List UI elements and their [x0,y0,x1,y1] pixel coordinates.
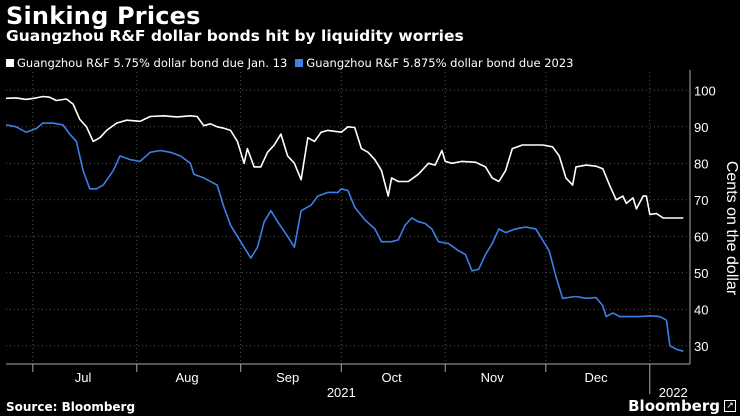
y-tick-label: 40 [694,302,708,317]
brand-logo-text: Bloomberg [628,397,720,415]
y-axis-label: Cents on the dollar [723,161,740,296]
legend-label-blue: Guangzhou R&F 5.875% dollar bond due 202… [306,56,574,70]
x-tick-label: Sep [276,370,299,385]
y-tick-label: 60 [694,229,708,244]
legend: Guangzhou R&F 5.75% dollar bond due Jan.… [6,56,574,70]
y-tick-label: 50 [694,266,708,281]
x-year-label: 2022 [659,385,688,400]
x-tick-label: Nov [481,370,505,385]
y-tick-label: 100 [694,83,716,98]
x-tick-label: Jul [75,370,92,385]
chart-subtitle: Guangzhou R&F dollar bonds hit by liquid… [6,27,464,45]
legend-swatch-white [6,59,14,67]
source-note: Source: Bloomberg [6,400,136,414]
y-tick-label: 30 [694,339,708,354]
x-tick-label: Dec [585,370,609,385]
series-line-blue [5,122,684,352]
x-tick-label: Aug [175,370,198,385]
x-tick-label: Oct [381,370,402,385]
x-year-label: 2021 [327,385,356,400]
y-tick-label: 90 [694,120,708,135]
legend-label-white: Guangzhou R&F 5.75% dollar bond due Jan.… [17,56,288,70]
chart-title: Sinking Prices [6,2,201,30]
legend-item-blue-series: Guangzhou R&F 5.875% dollar bond due 202… [295,56,574,70]
y-tick-label: 80 [694,156,708,171]
series-line-white [5,95,684,219]
legend-swatch-blue [295,59,304,67]
bloomberg-mark-icon: ↗ [724,400,736,412]
y-tick-label: 70 [694,193,708,208]
legend-item-white-series: Guangzhou R&F 5.75% dollar bond due Jan.… [6,56,287,70]
